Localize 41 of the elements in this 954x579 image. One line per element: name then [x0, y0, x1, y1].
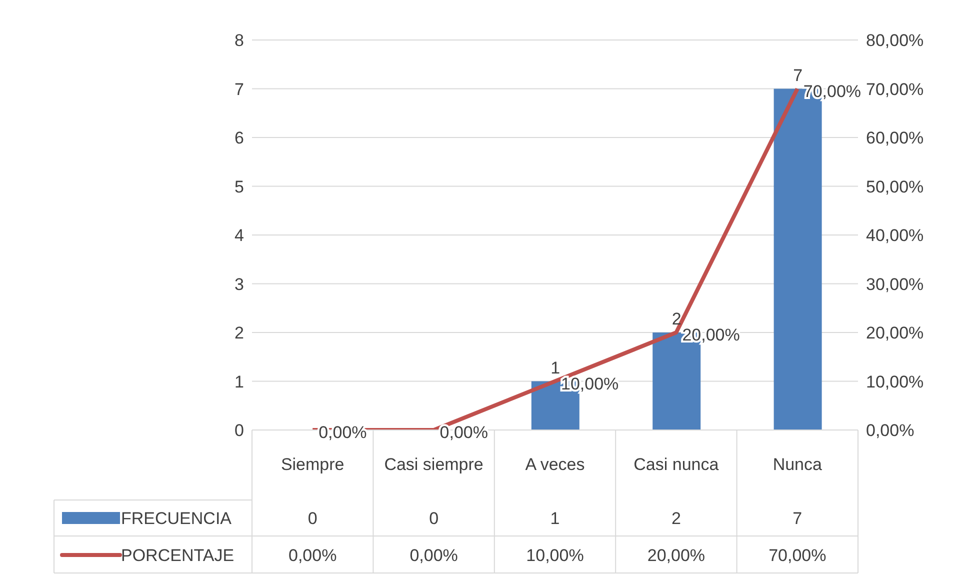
y-tick-label: 8 — [234, 31, 244, 50]
y-tick-label: 4 — [234, 226, 244, 246]
text: 70,00% — [803, 82, 862, 101]
y2-tick-label: 0,00% — [866, 421, 914, 440]
data-label: 2 — [671, 509, 681, 528]
x-tick-label: Casi siempre — [384, 455, 484, 474]
text: 20,00% — [682, 326, 740, 344]
y-tick-label: 5 — [234, 177, 244, 196]
y2-tick-label: 30,00% — [866, 274, 924, 294]
text: 7 — [793, 66, 803, 85]
data-label: 10,00% — [526, 546, 584, 565]
y2-tick-label: 40,00% — [866, 226, 924, 246]
y-tick-label: 7 — [234, 80, 244, 99]
y2-tick-label: 10,00% — [866, 372, 924, 392]
y-tick-label: 1 — [234, 372, 244, 392]
data-label: 70,00% — [768, 546, 826, 565]
y-tick-label: 2 — [234, 324, 244, 343]
text: 0,00% — [440, 423, 488, 442]
y-tick-label: 0 — [234, 421, 244, 440]
y-tick-label: 6 — [234, 128, 244, 148]
y2-tick-label: 80,00% — [866, 31, 924, 50]
data-label: 0 — [429, 509, 439, 528]
text: 1 — [550, 358, 560, 378]
legend-label: FRECUENCIA — [121, 509, 232, 528]
data-label: 0,00% — [288, 546, 337, 565]
x-tick-label: Siempre — [280, 455, 344, 474]
y2-tick-label: 60,00% — [866, 128, 924, 148]
x-tick-label: Casi nunca — [634, 455, 720, 474]
y2-tick-label: 50,00% — [866, 177, 924, 196]
y2-tick-label: 20,00% — [866, 324, 924, 343]
data-label: 0,00% — [410, 546, 458, 565]
y2-tick-label: 70,00% — [866, 80, 924, 99]
x-tick-label: A veces — [525, 455, 585, 474]
data-label: 1 — [550, 509, 560, 528]
legend-label: PORCENTAJE — [121, 546, 234, 565]
data-label: 7 — [792, 509, 802, 528]
y-tick-label: 3 — [234, 274, 244, 294]
x-tick-label: Nunca — [772, 455, 823, 474]
text: 2 — [672, 310, 682, 328]
data-label: 0 — [308, 509, 318, 528]
data-label: 20,00% — [647, 546, 706, 565]
